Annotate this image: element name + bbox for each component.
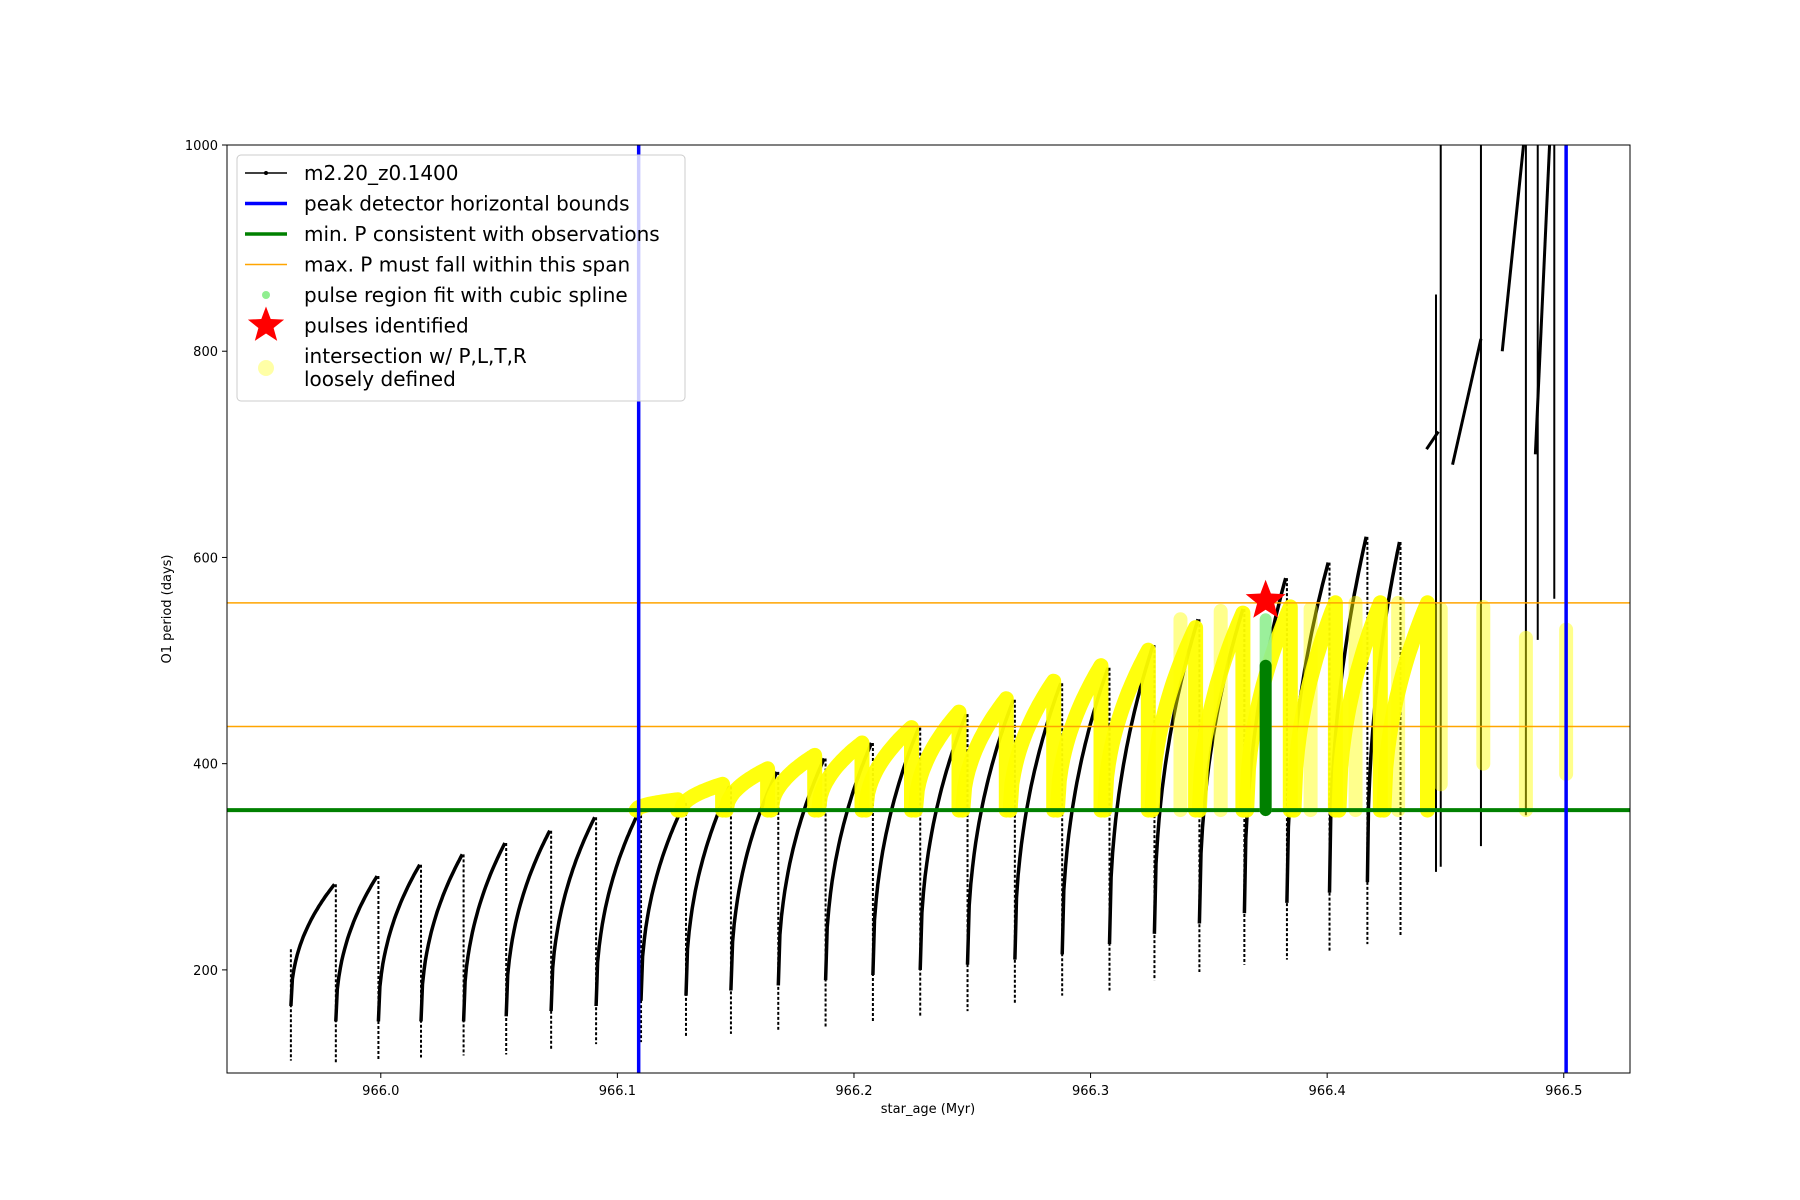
y-tick-label: 800: [193, 345, 218, 360]
loose-arch: [1144, 620, 1204, 818]
track-cycle: [376, 863, 422, 1022]
legend-spline-swatch: [262, 291, 270, 299]
track-cycle: [504, 829, 552, 1017]
loose-arch: [858, 720, 919, 818]
loose-arch: [718, 761, 776, 818]
loose-arch: [1191, 605, 1251, 818]
legend-pulse-swatch: [247, 306, 285, 341]
loose-arch: [673, 776, 731, 818]
x-tick-label: 966.3: [1072, 1084, 1109, 1099]
loose-arch: [908, 704, 967, 818]
legend-label: pulses identified: [304, 314, 469, 338]
track-cycle: [639, 802, 687, 1001]
x-tick-label: 966.1: [599, 1084, 636, 1099]
axes: 966.0 966.1 966.2 966.3 966.4 966.5 200 400 600 8…: [185, 139, 1582, 1099]
y-tick-label: 400: [193, 758, 218, 773]
loose-arch: [1376, 595, 1435, 818]
plot-area: [227, 145, 1630, 1073]
y-axis-label: O1 period (days): [160, 554, 175, 663]
loose-arch: [628, 792, 686, 818]
legend-box: [236, 154, 686, 402]
legend-label: loosely defined: [304, 367, 456, 391]
x-axis-label: star_age (Myr): [881, 1102, 975, 1117]
plot-frame: [226, 144, 1631, 1074]
track-cycle: [461, 842, 507, 1022]
loose-arch: [1097, 642, 1156, 818]
loose-arch: [1286, 595, 1343, 818]
track-cycle: [289, 883, 336, 1007]
legend-label: intersection w/ P,L,T,R: [304, 344, 527, 368]
pulse-star-marker: [1245, 579, 1286, 618]
loose-arch: [763, 747, 823, 818]
legend-label: max. P must fall within this span: [304, 253, 630, 277]
loose-arch: [1049, 658, 1109, 818]
loose-arch: [955, 691, 1014, 818]
loose-arch: [1002, 673, 1062, 818]
track-upper-segment: [1533, 145, 1552, 455]
y-tick-label: 200: [193, 964, 218, 979]
track-upper-segment: [1451, 338, 1483, 465]
legend-label: pulse region fit with cubic spline: [304, 283, 628, 307]
loose-arch: [1331, 595, 1388, 818]
legend-track-marker: [264, 171, 268, 175]
y-tick-label: 600: [193, 551, 218, 566]
track-upper-segment: [1500, 145, 1526, 352]
y-tick-label: 1000: [185, 139, 218, 154]
legend-label: min. P consistent with observations: [304, 222, 660, 246]
track-upper-segment: [1425, 430, 1440, 451]
track-cycle: [334, 875, 379, 1022]
legend-loose-swatch: [258, 360, 274, 376]
track-cycle: [549, 816, 597, 1012]
x-tick-label: 966.5: [1545, 1084, 1582, 1099]
x-tick-label: 966.2: [835, 1084, 872, 1099]
track-cycle: [594, 809, 642, 1007]
legend-label: m2.20_z0.1400: [304, 161, 459, 185]
x-tick-label: 966.0: [362, 1084, 399, 1099]
legend-label: peak detector horizontal bounds: [304, 192, 630, 216]
track-cycle: [419, 853, 464, 1022]
loose-arch: [811, 735, 870, 818]
x-tick-label: 966.4: [1309, 1084, 1346, 1099]
